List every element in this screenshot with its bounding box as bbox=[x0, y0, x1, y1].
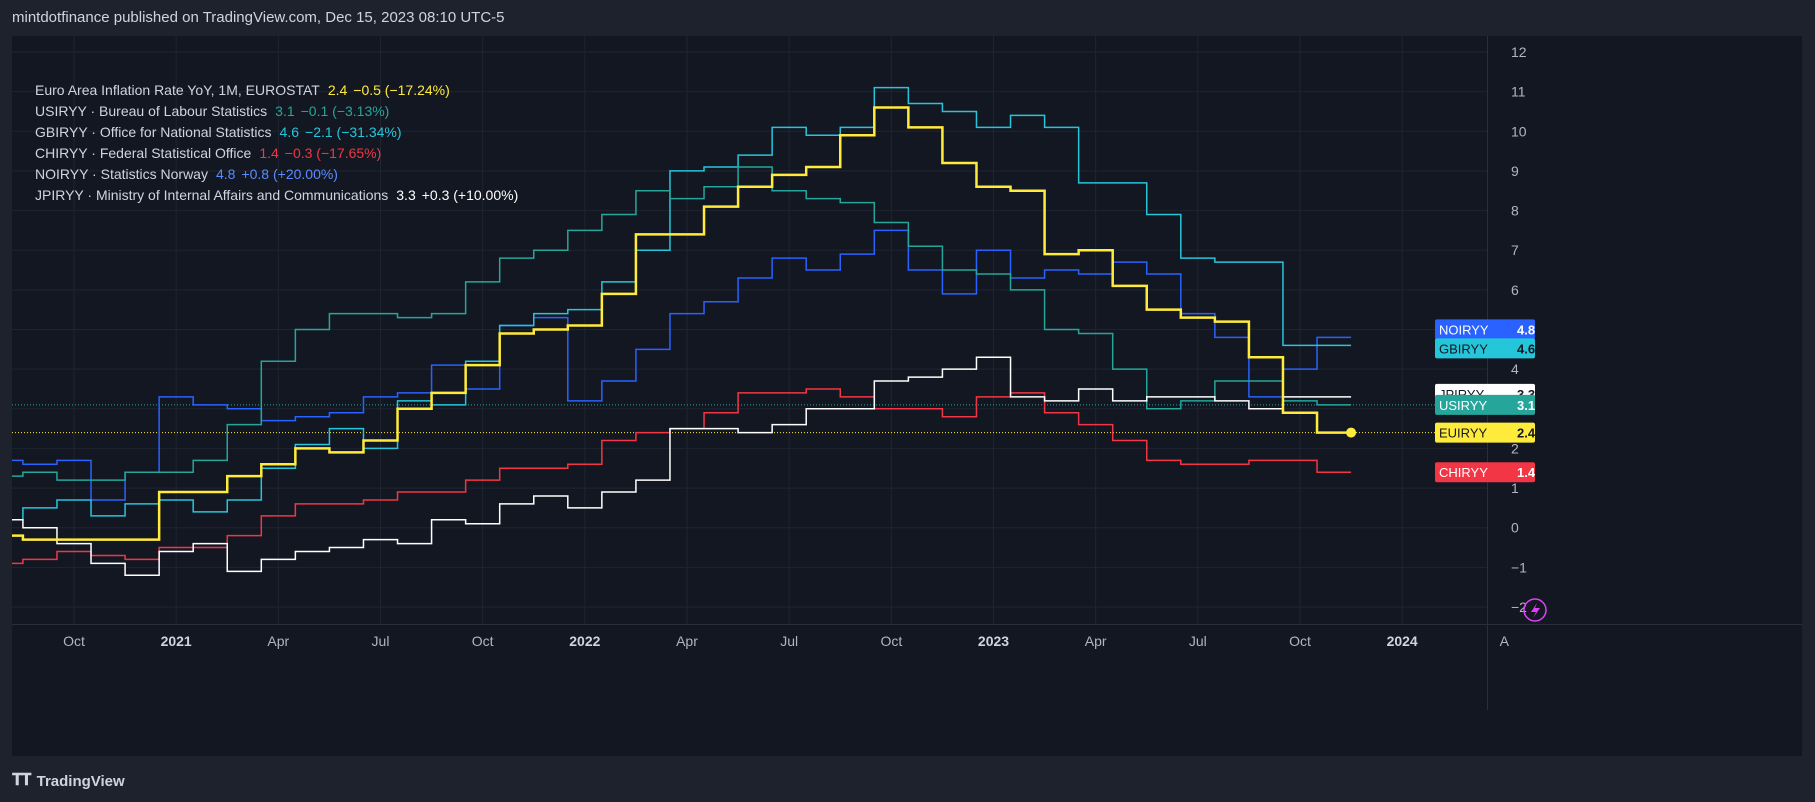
price-label-usiryy bbox=[1435, 394, 1535, 415]
chart-svg[interactable]: 1211109876543210−1−2Oct2021AprJulOct2022… bbox=[12, 36, 1802, 756]
y-tick-label: 12 bbox=[1511, 44, 1527, 60]
x-tick-label: 2024 bbox=[1387, 633, 1418, 649]
legend-series-name: Euro Area Inflation Rate YoY, 1M, EUROST… bbox=[35, 82, 320, 98]
x-tick-label: Apr bbox=[1085, 633, 1107, 649]
series-line-euiryy bbox=[12, 106, 1352, 541]
legend-series-value: 3.1 bbox=[275, 103, 295, 119]
y-tick-label: 7 bbox=[1511, 242, 1519, 258]
legend-series-change: −0.3 (−17.65%) bbox=[284, 145, 382, 161]
y-tick-label: −2 bbox=[1511, 599, 1527, 615]
footer: 𝐓𝐓 TradingView bbox=[12, 770, 125, 792]
tradingview-logo-icon[interactable]: 𝐓𝐓 bbox=[12, 772, 32, 789]
legend-series-change: −2.1 (−31.34%) bbox=[305, 124, 402, 140]
series-line-chiryy bbox=[12, 388, 1352, 565]
lightning-icon[interactable] bbox=[1523, 598, 1547, 622]
x-tick-label: Apr bbox=[676, 633, 698, 649]
price-label-name: USIRYY bbox=[1439, 398, 1487, 413]
legend-series-change: +0.8 (+20.00%) bbox=[241, 166, 338, 182]
price-label-name: NOIRYY bbox=[1439, 322, 1489, 337]
x-tick-label: Oct bbox=[880, 633, 902, 649]
y-tick-label: 10 bbox=[1511, 123, 1527, 139]
legend-series-value: 4.8 bbox=[215, 166, 236, 182]
legend-series-name: JPIRYY · Ministry of Internal Affairs an… bbox=[35, 187, 389, 203]
legend-series-value: 1.4 bbox=[259, 145, 279, 161]
x-tick-label: 2023 bbox=[978, 633, 1009, 649]
price-label-name: GBIRYY bbox=[1439, 341, 1488, 356]
series-line-noiryy bbox=[12, 229, 1352, 501]
publish-header: mintdotfinance published on TradingView.… bbox=[12, 9, 505, 26]
legend-series-value: 3.3 bbox=[396, 187, 416, 203]
y-tick-label: 8 bbox=[1511, 203, 1519, 219]
y-tick-label: 1 bbox=[1511, 480, 1519, 496]
series-line-usiryy bbox=[12, 166, 1352, 481]
y-tick-label: 4 bbox=[1511, 361, 1519, 377]
price-label-value: 4.6 bbox=[1517, 341, 1535, 356]
x-tick-label: Apr bbox=[267, 633, 289, 649]
legend-row[interactable]: CHIRYY · Federal Statistical Office 1.4 −0… bbox=[35, 143, 518, 164]
y-tick-label: 11 bbox=[1511, 84, 1526, 100]
x-tick-label: Jul bbox=[1189, 633, 1207, 649]
series-line-jpiryy bbox=[12, 356, 1352, 577]
x-tick-label: 2021 bbox=[161, 633, 192, 649]
legend-row[interactable]: Euro Area Inflation Rate YoY, 1M, EUROST… bbox=[35, 80, 518, 101]
price-label-noiryy bbox=[1435, 319, 1535, 340]
series-legend: Euro Area Inflation Rate YoY, 1M, EUROST… bbox=[35, 80, 518, 206]
x-tick-label: A bbox=[1500, 633, 1510, 649]
legend-series-change: +0.3 (+10.00%) bbox=[421, 187, 519, 203]
legend-series-name: NOIRYY · Statistics Norway bbox=[35, 166, 208, 182]
legend-series-change: −0.1 (−3.13%) bbox=[300, 103, 390, 119]
x-tick-label: Oct bbox=[472, 633, 494, 649]
legend-series-value: 4.6 bbox=[279, 124, 300, 140]
price-label-name: CHIRYY bbox=[1439, 465, 1488, 480]
price-label-value: 1.4 bbox=[1517, 465, 1536, 480]
y-tick-label: 0 bbox=[1511, 520, 1519, 536]
price-label-chiryy bbox=[1435, 462, 1535, 483]
price-label-value: 3.1 bbox=[1517, 398, 1535, 413]
y-tick-label: 2 bbox=[1511, 440, 1519, 456]
legend-row[interactable]: USIRYY · Bureau of Labour Statistics 3.1−… bbox=[35, 101, 518, 122]
y-tick-label: 9 bbox=[1511, 163, 1519, 179]
legend-series-change: −0.5 (−17.24%) bbox=[353, 82, 450, 98]
x-tick-label: Oct bbox=[63, 633, 85, 649]
x-tick-label: Oct bbox=[1289, 633, 1311, 649]
y-tick-label: −1 bbox=[1511, 559, 1527, 575]
tradingview-label[interactable]: TradingView bbox=[36, 772, 125, 790]
legend-series-name: CHIRYY · Federal Statistical Office bbox=[35, 145, 252, 161]
price-label-gbiryy bbox=[1435, 338, 1535, 359]
price-label-value: 2.4 bbox=[1517, 426, 1536, 441]
legend-row[interactable]: JPIRYY · Ministry of Internal Affairs an… bbox=[35, 185, 518, 206]
price-label-euiryy bbox=[1435, 422, 1535, 443]
legend-row[interactable]: NOIRYY · Statistics Norway 4.8 +0.8 (+20.0… bbox=[35, 164, 518, 185]
x-tick-label: Jul bbox=[372, 633, 390, 649]
legend-series-name: USIRYY · Bureau of Labour Statistics bbox=[35, 103, 268, 119]
x-tick-label: 2022 bbox=[569, 633, 600, 649]
price-label-value: 4.8 bbox=[1517, 322, 1535, 337]
chart-area[interactable]: 1211109876543210−1−2Oct2021AprJulOct2022… bbox=[12, 36, 1802, 756]
price-label-name: EUIRYY bbox=[1439, 426, 1487, 441]
y-tick-label: 6 bbox=[1511, 282, 1519, 298]
x-tick-label: Jul bbox=[780, 633, 798, 649]
legend-row[interactable]: GBIRYY · Office for National Statistics 4… bbox=[35, 122, 518, 143]
euiryy-last-point bbox=[1346, 427, 1357, 438]
legend-series-name: GBIRYY · Office for National Statistics bbox=[35, 124, 272, 140]
legend-series-value: 2.4 bbox=[327, 82, 348, 98]
